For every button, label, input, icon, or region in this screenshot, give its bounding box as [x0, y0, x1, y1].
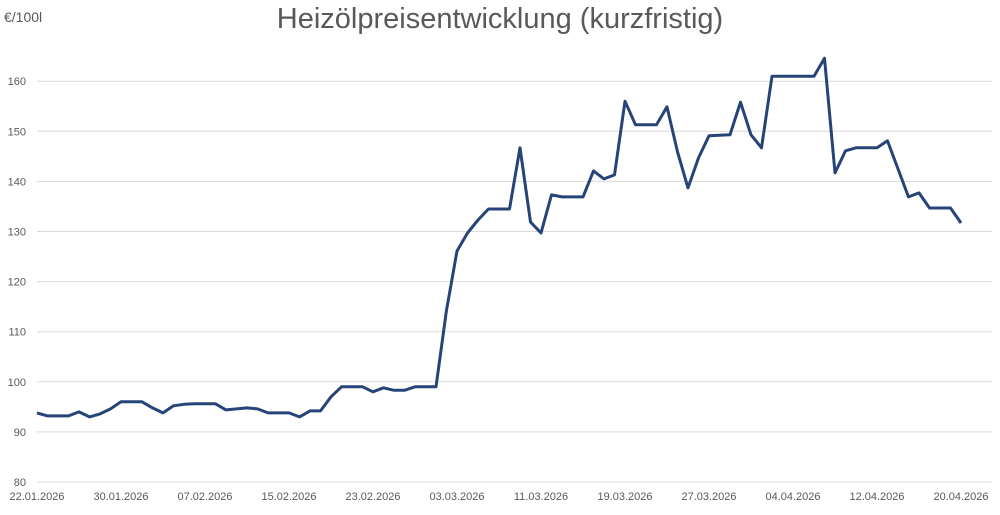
x-tick-label: 30.01.2026: [93, 491, 148, 503]
x-tick-label: 20.04.2026: [933, 491, 988, 503]
x-tick-label: 22.01.2026: [9, 491, 64, 503]
x-tick-label: 07.02.2026: [177, 491, 232, 503]
y-tick-label: 120: [8, 277, 26, 289]
x-tick-label: 11.03.2026: [514, 491, 568, 503]
x-tick-label: 19.03.2026: [597, 491, 652, 503]
y-tick-label: 140: [8, 176, 26, 188]
y-tick-label: 90: [14, 427, 26, 439]
y-tick-label: 130: [8, 227, 26, 239]
y-axis-label: €/100l: [4, 9, 42, 25]
x-tick-label: 03.03.2026: [429, 491, 484, 503]
x-tick-label: 27.03.2026: [681, 491, 736, 503]
y-tick-label: 100: [8, 377, 26, 389]
series-line: [36, 56, 963, 419]
x-tick-label: 12.04.2026: [849, 491, 904, 503]
x-tick-label: 15.02.2026: [261, 491, 316, 503]
x-tick-label: 04.04.2026: [765, 491, 820, 503]
y-tick-label: 110: [8, 327, 26, 339]
y-tick-label: 160: [8, 76, 26, 88]
x-tick-label: 23.02.2026: [345, 491, 400, 503]
y-tick-label: 150: [8, 126, 26, 138]
chart-title: Heizölpreisentwicklung (kurzfristig): [277, 3, 723, 35]
y-tick-label: 80: [14, 477, 26, 489]
